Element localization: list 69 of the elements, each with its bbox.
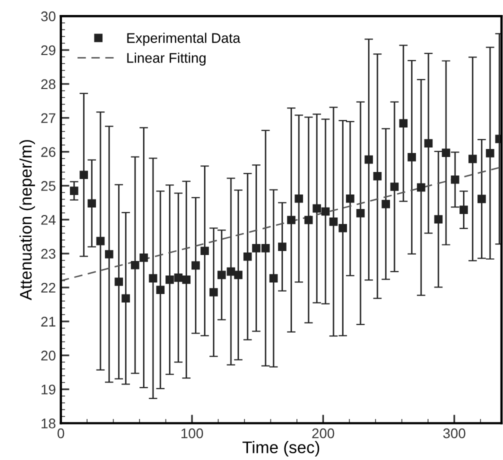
point: [104, 250, 114, 258]
point: [468, 154, 477, 164]
point: [182, 276, 191, 284]
y-tick-label: 30: [41, 11, 56, 22]
y-tick-label: 29: [41, 45, 56, 56]
point: [399, 119, 408, 128]
point: [243, 252, 252, 261]
point: [486, 148, 494, 158]
point: [338, 224, 347, 232]
point: [114, 278, 123, 286]
point: [252, 244, 260, 252]
x-tick-label: 100: [181, 428, 204, 438]
point: [269, 274, 278, 283]
point: [442, 148, 450, 157]
point: [382, 200, 390, 208]
point: [80, 170, 88, 180]
point: [278, 242, 286, 251]
point: [200, 246, 209, 256]
y-tick-label: 26: [41, 147, 56, 157]
point: [356, 209, 365, 218]
y-tick-label: 27: [41, 113, 56, 123]
point: [88, 199, 96, 208]
y-tick-label: 18: [42, 418, 56, 428]
point: [416, 183, 426, 192]
point: [166, 276, 174, 284]
x-tick-label: 300: [443, 428, 466, 438]
point: [192, 261, 200, 270]
point: [156, 286, 165, 294]
point: [287, 216, 296, 224]
point: [174, 273, 183, 282]
point: [294, 194, 304, 203]
point: [209, 288, 218, 296]
x-tick-label: 0: [58, 428, 64, 438]
y-tick-label: 20: [41, 350, 56, 361]
point: [234, 270, 242, 280]
y-tick-label: 24: [41, 214, 56, 225]
y-tick-label: 22: [41, 282, 56, 293]
legend-label: Linear Fitting: [127, 52, 206, 66]
point: [434, 215, 443, 224]
point: [304, 216, 313, 224]
point: [450, 175, 460, 184]
point: [364, 155, 373, 164]
point: [148, 274, 158, 283]
point: [70, 186, 78, 195]
point: [140, 253, 148, 262]
point: [478, 194, 486, 204]
point: [390, 182, 399, 191]
x-tick-label: 200: [312, 428, 334, 438]
y-axis-title: Attenuation (neper/m): [19, 140, 35, 300]
y-tick-label: 25: [41, 181, 56, 191]
y-tick-label: 23: [41, 248, 56, 259]
y-tick-label: 21: [41, 316, 56, 326]
point: [321, 207, 330, 216]
point: [460, 206, 468, 214]
point: [373, 172, 382, 180]
y-tick-label: 19: [42, 384, 56, 394]
point: [329, 218, 338, 226]
x-axis-title: Time (sec): [242, 441, 320, 457]
point: [424, 139, 433, 148]
point: [346, 194, 354, 203]
point: [408, 153, 416, 162]
legend-label: Experimental Data: [127, 32, 240, 46]
point: [261, 244, 270, 252]
point: [312, 204, 322, 213]
point: [217, 270, 226, 280]
point: [96, 236, 105, 246]
point: [130, 260, 140, 270]
point: [122, 294, 130, 303]
y-tick-label: 28: [41, 79, 56, 90]
